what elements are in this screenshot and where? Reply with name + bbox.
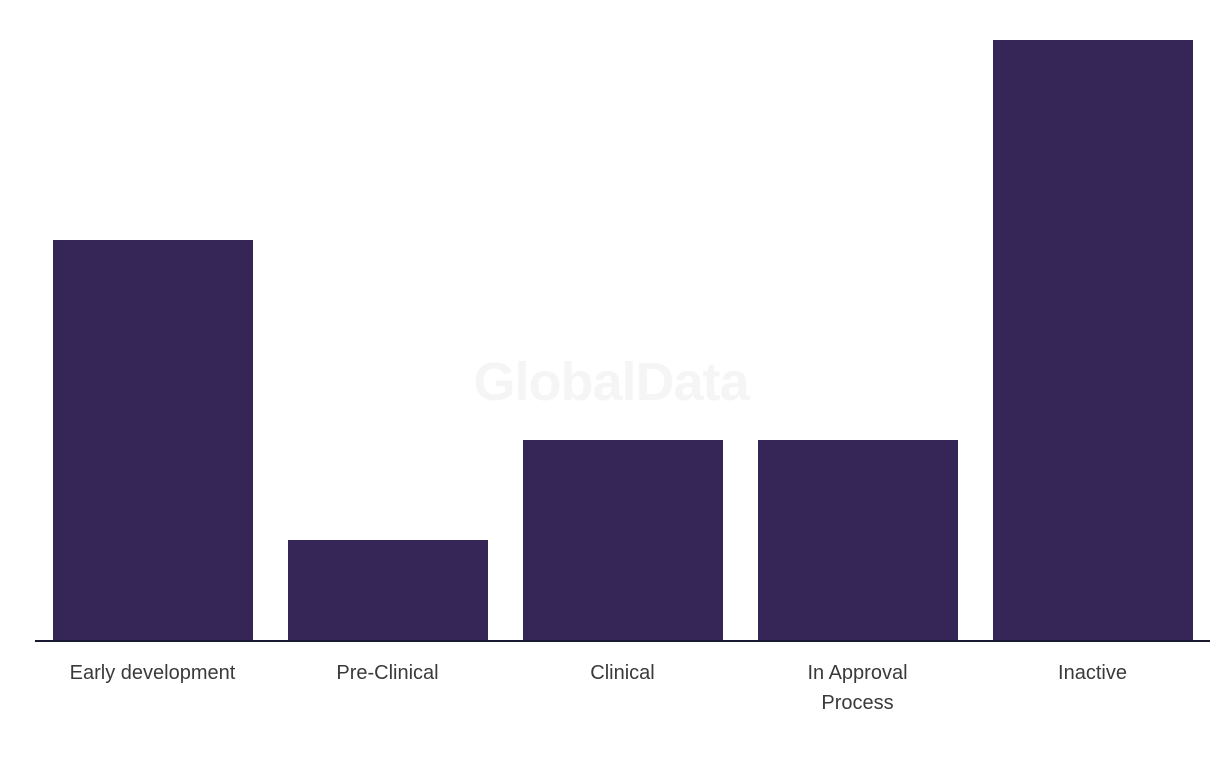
plot-area: [35, 0, 1210, 640]
bar-early-development: [52, 240, 253, 640]
x-axis-labels: Early development Pre-Clinical Clinical …: [35, 658, 1210, 718]
x-label-clinical: Clinical: [590, 662, 655, 684]
bar-clinical: [522, 440, 723, 640]
globaldata-watermark: GlobalData: [473, 352, 749, 412]
bar-group-inactive: [975, 0, 1210, 640]
bar-group-clinical: [505, 0, 740, 640]
bar-inactive: [992, 40, 1193, 640]
bar-pre-clinical: [287, 540, 488, 640]
x-label-early-development: Early development: [69, 662, 236, 684]
bar-group-pre-clinical: [270, 0, 505, 640]
x-label-pre-clinical: Pre-Clinical: [336, 662, 439, 684]
bar-in-approval-process: [757, 440, 958, 640]
bar-group-in-approval-process: [740, 0, 975, 640]
bar-group-early-development: [35, 0, 270, 640]
x-axis-line: [35, 640, 1210, 642]
x-label-in-approval-process: In Approval Process: [807, 662, 908, 714]
x-label-inactive: Inactive: [1058, 662, 1127, 684]
